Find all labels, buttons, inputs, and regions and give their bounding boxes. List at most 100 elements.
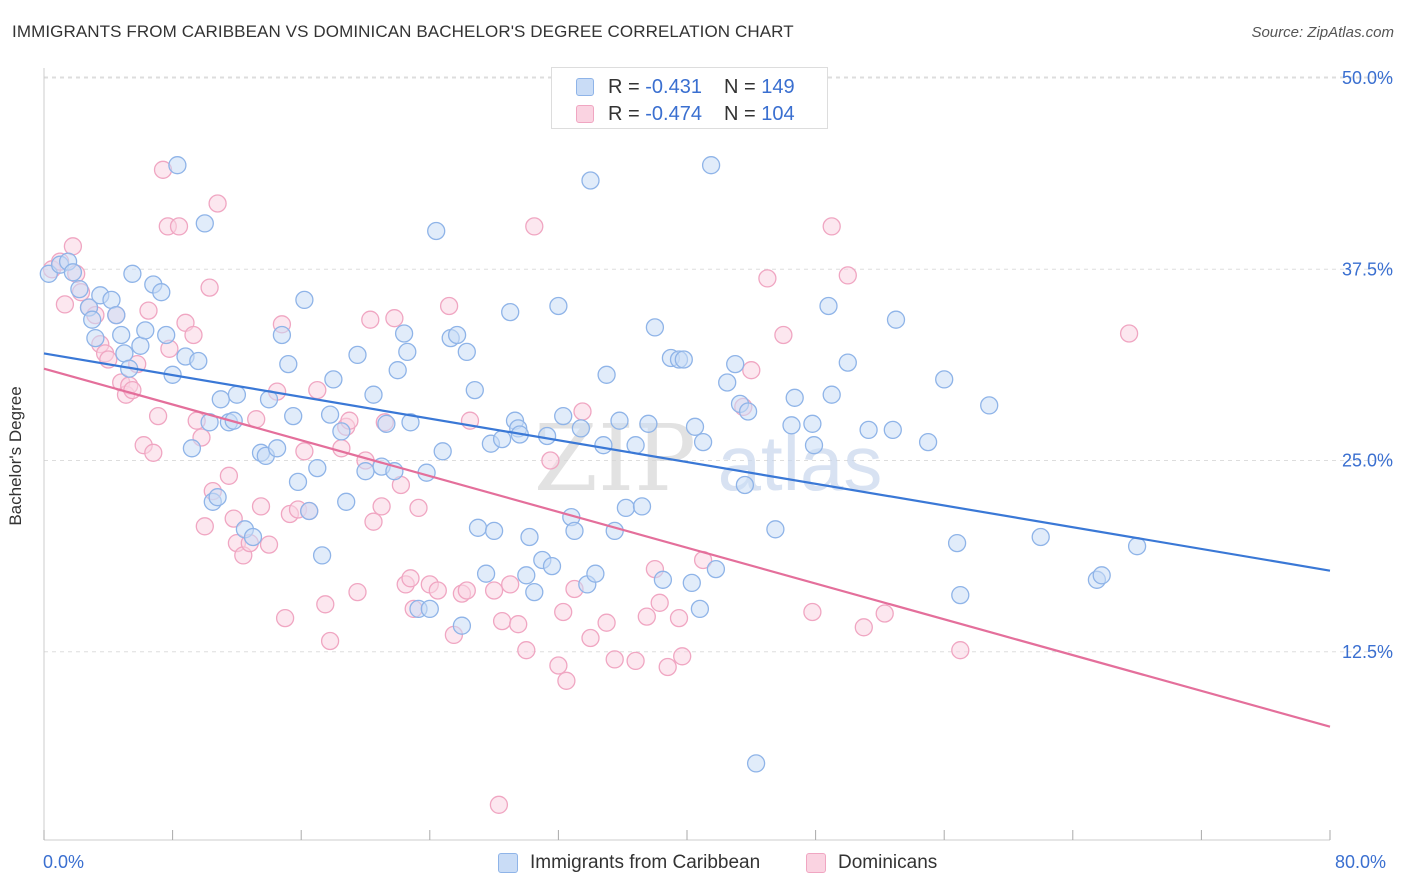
caribbean-point — [951, 585, 970, 605]
dominican-point — [742, 361, 761, 380]
caribbean-point — [610, 411, 629, 430]
dominican-point — [1119, 324, 1139, 343]
caribbean-point — [735, 475, 755, 495]
caribbean-point — [693, 432, 713, 452]
dominican-point — [803, 602, 822, 622]
dominican-point — [875, 604, 894, 623]
caribbean-point — [320, 405, 340, 424]
dominican-trend-line — [43, 367, 1331, 728]
dominican-point — [224, 509, 243, 528]
caribbean-point — [1127, 537, 1147, 556]
dominican-point — [409, 498, 428, 518]
caribbean-point — [63, 263, 83, 282]
caribbean-point — [1031, 527, 1050, 547]
caribbean-point — [337, 492, 356, 511]
caribbean-point — [804, 436, 824, 455]
dominican-point — [637, 607, 656, 626]
dominican-point — [517, 641, 536, 660]
bottom-legend-label: Dominicans — [838, 852, 938, 873]
caribbean-point — [377, 414, 396, 433]
caribbean-point — [883, 420, 902, 440]
dominican-point — [951, 641, 970, 660]
legend-n-value: 104 — [761, 102, 795, 125]
caribbean-point — [597, 365, 616, 384]
caribbean-point — [859, 420, 878, 440]
caribbean-point — [726, 354, 745, 374]
dominican-point — [554, 602, 573, 622]
caribbean-point — [782, 416, 801, 435]
bottom-legend-label: Immigrants from Caribbean — [530, 852, 761, 873]
legend-r-label: R = — [608, 102, 640, 125]
caribbean-point — [935, 370, 954, 389]
caribbean-point — [272, 325, 292, 345]
caribbean-point — [626, 436, 645, 455]
dominican-point — [501, 575, 520, 594]
dominican-point — [139, 301, 158, 320]
dominican-point — [63, 237, 83, 256]
caribbean-point — [685, 417, 705, 436]
caribbean-point — [300, 501, 319, 521]
chart-title: IMMIGRANTS FROM CARIBBEAN VS DOMINICAN B… — [12, 22, 794, 41]
caribbean-point — [520, 527, 539, 547]
dominican-point — [361, 310, 380, 329]
x-tick-label-max: 80.0% — [1335, 852, 1387, 872]
caribbean-point — [766, 520, 785, 539]
legend-r-value: -0.474 — [645, 102, 702, 125]
caribbean-point — [394, 324, 414, 343]
caribbean-point — [492, 429, 512, 449]
dominican-point — [184, 325, 203, 345]
dominican-point — [838, 266, 857, 285]
caribbean-point — [980, 396, 999, 415]
caribbean-point — [288, 472, 308, 492]
caribbean-point — [364, 385, 383, 404]
caribbean-point — [785, 388, 804, 407]
caribbean-point — [123, 264, 142, 283]
legend-swatch-dominicans — [576, 105, 594, 123]
axes — [43, 68, 1331, 841]
caribbean-point — [718, 373, 737, 392]
caribbean-point — [168, 156, 187, 175]
bottom-legend-swatch-dominicans — [806, 853, 826, 873]
legend-n-label: N = — [723, 102, 756, 125]
caribbean-point — [433, 442, 452, 461]
caribbean-point — [388, 361, 407, 380]
legend-n-value: 149 — [761, 75, 795, 98]
caribbean-point — [131, 336, 150, 355]
dominican-point — [148, 406, 168, 426]
dominican-point — [509, 615, 528, 634]
dominican-point — [489, 795, 509, 814]
caribbean-point — [308, 458, 327, 478]
caribbean-point — [594, 436, 613, 455]
caribbean-point — [420, 599, 439, 619]
caribbean-point — [83, 310, 102, 329]
caribbean-point — [284, 406, 303, 426]
legend-r-label: R = — [608, 75, 640, 98]
dominican-point — [573, 402, 592, 421]
caribbean-point — [465, 380, 484, 400]
caribbean-point — [565, 521, 584, 541]
caribbean-point — [324, 370, 343, 389]
caribbean-point — [447, 325, 467, 345]
caribbean-point — [112, 325, 131, 345]
caribbean-point — [70, 279, 89, 299]
caribbean-point — [586, 564, 605, 583]
dominican-point — [549, 656, 568, 675]
caribbean-point — [243, 527, 263, 547]
caribbean-point — [639, 414, 658, 433]
legend-swatch-caribbean — [576, 78, 594, 96]
caribbean-point — [189, 351, 208, 371]
y-tick-label: 12.5% — [1342, 642, 1393, 662]
caribbean-point — [653, 570, 673, 589]
caribbean-point — [803, 414, 822, 433]
bottom-legend-dominicans: Dominicans — [806, 852, 937, 874]
caribbean-point — [947, 533, 967, 553]
dominican-point — [525, 217, 544, 236]
dominican-point — [200, 278, 219, 297]
dominican-point — [439, 296, 459, 316]
caribbean-point — [115, 344, 134, 363]
caribbean-point — [542, 556, 562, 576]
y-axis-label: Bachelor's Degree — [6, 386, 25, 526]
caribbean-point — [332, 422, 351, 441]
dominican-point — [372, 497, 391, 516]
